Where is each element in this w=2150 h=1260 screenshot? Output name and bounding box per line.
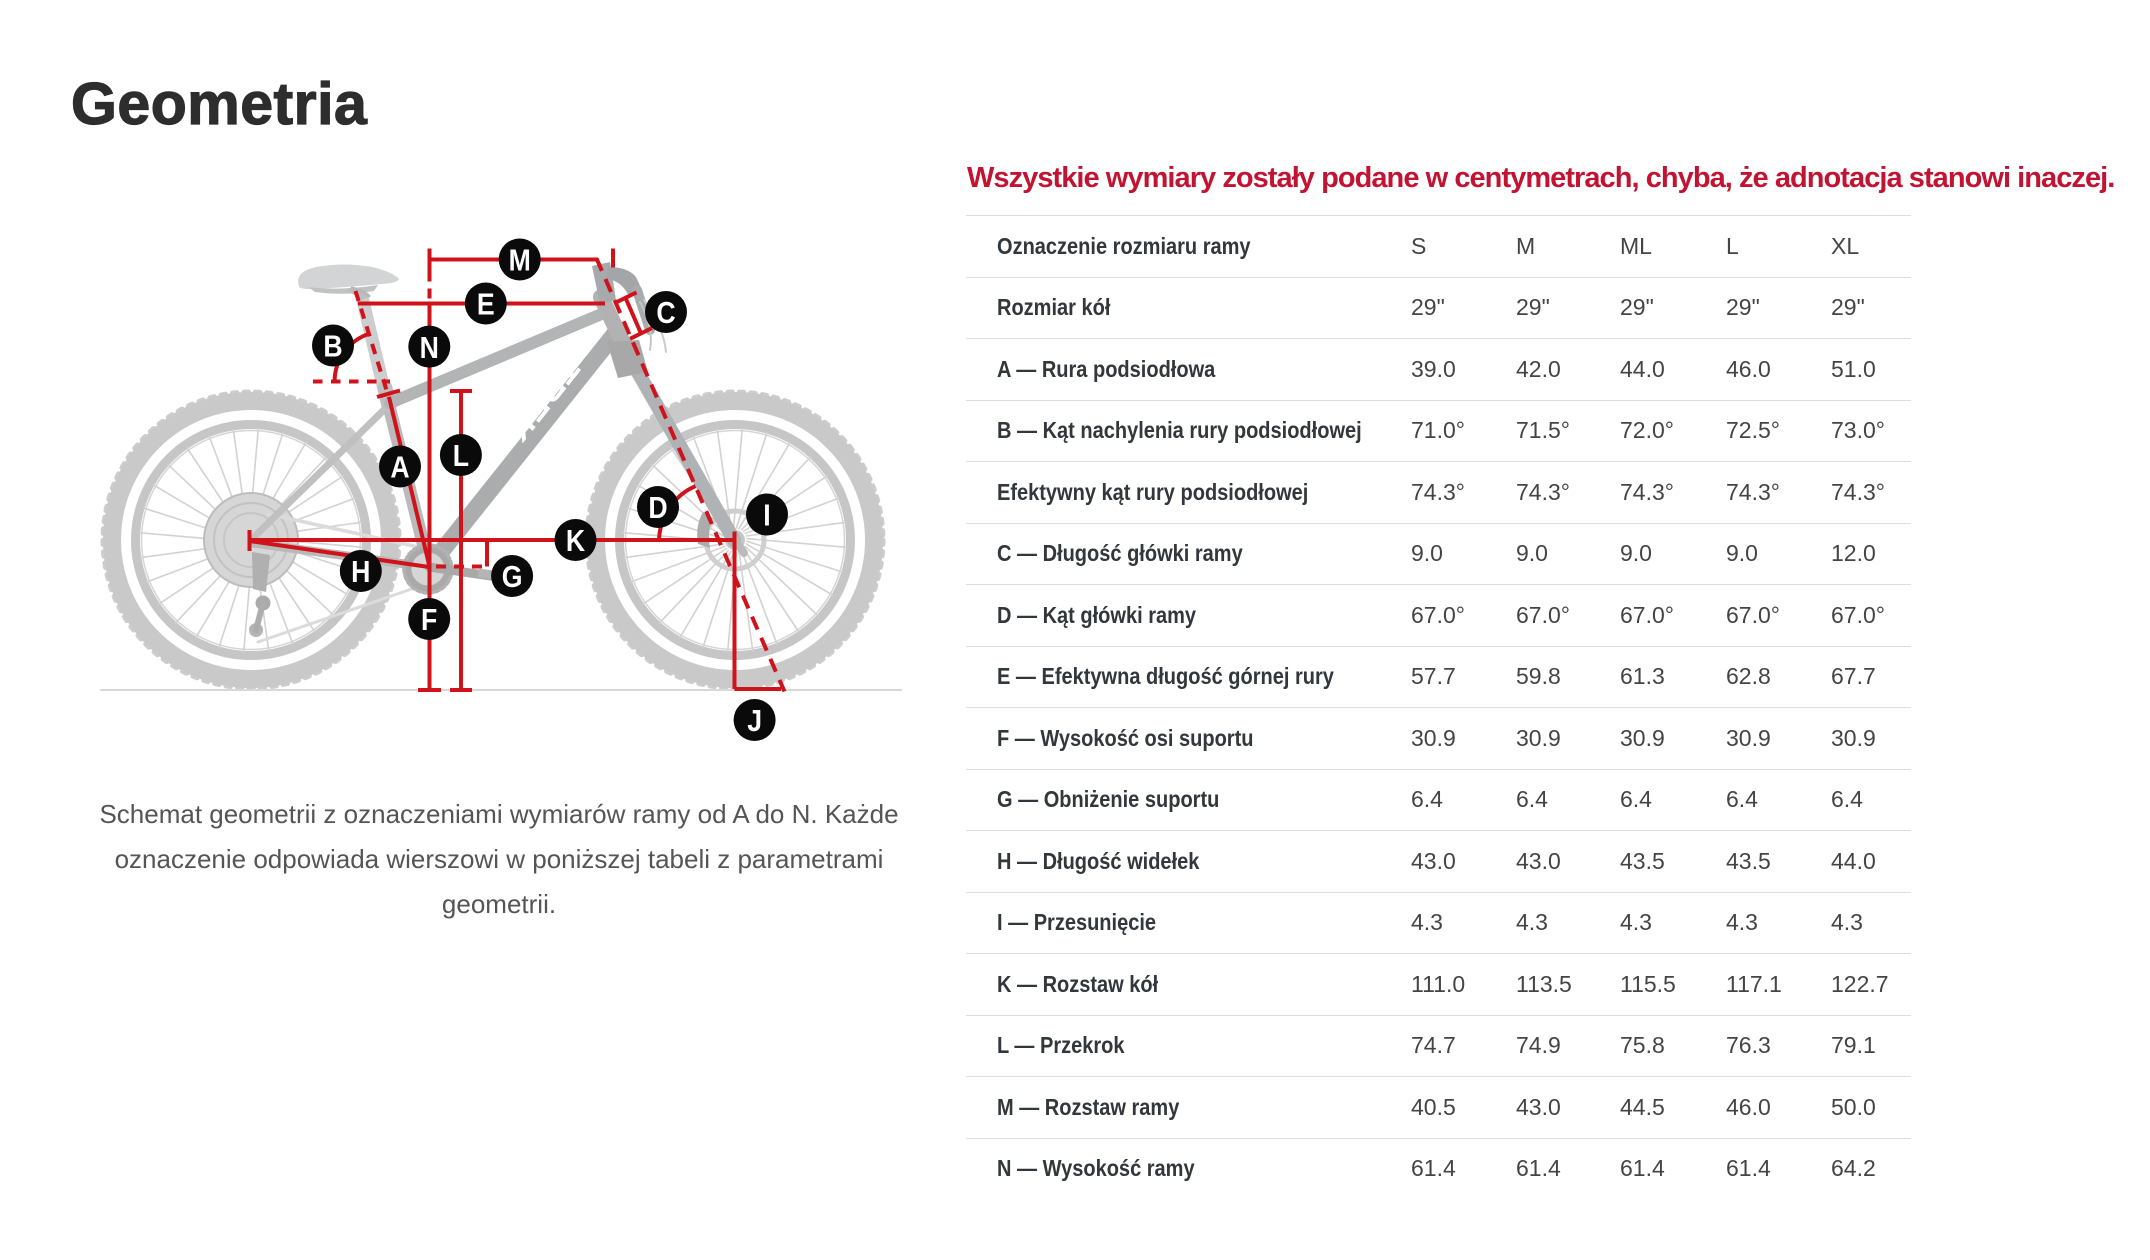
svg-text:A: A: [390, 451, 409, 485]
svg-text:J: J: [747, 704, 762, 738]
svg-text:E: E: [477, 288, 495, 322]
svg-text:M: M: [509, 244, 531, 278]
svg-text:C: C: [656, 296, 675, 330]
svg-text:G: G: [502, 560, 523, 594]
svg-text:K: K: [566, 524, 585, 558]
svg-text:I: I: [763, 499, 770, 533]
svg-text:L: L: [453, 439, 469, 473]
svg-text:F: F: [421, 603, 437, 637]
svg-text:B: B: [323, 330, 342, 364]
svg-text:H: H: [351, 555, 370, 589]
svg-text:N: N: [420, 331, 439, 365]
svg-text:D: D: [648, 491, 667, 525]
